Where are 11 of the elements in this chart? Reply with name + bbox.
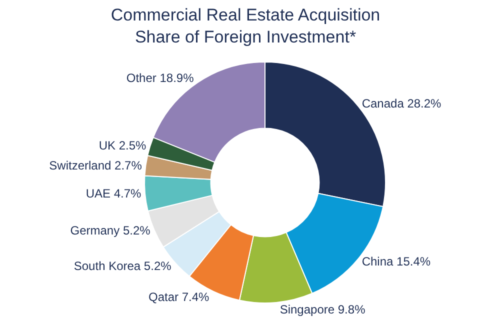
slice-label: Qatar 7.4% (148, 290, 210, 304)
slice-label: Canada 28.2% (362, 96, 442, 110)
slice-label: Other 18.9% (126, 70, 194, 85)
chart-title: Commercial Real Estate Acquisition Share of Foreign Investment* (110, 5, 380, 46)
slice-label: UAE 4.7% (86, 186, 142, 201)
slice-label: South Korea 5.2% (74, 258, 172, 273)
slice-label: UK 2.5% (98, 138, 147, 153)
slice-label: Switzerland 2.7% (49, 158, 142, 172)
slice-label: China 15.4% (362, 254, 431, 269)
slice-label: Germany 5.2% (70, 224, 151, 238)
slice-label: Singapore 9.8% (280, 302, 366, 316)
